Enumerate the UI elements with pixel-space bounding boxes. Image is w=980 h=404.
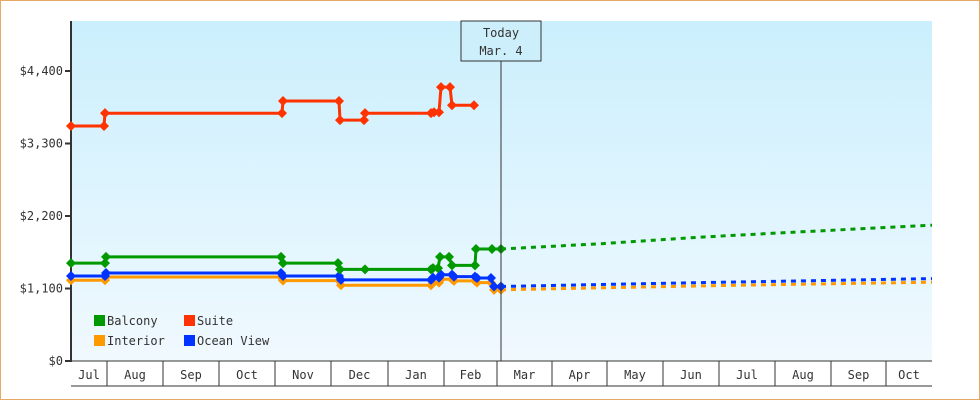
data-point-marker <box>487 243 497 254</box>
data-point-marker <box>66 258 76 269</box>
forecast-line <box>500 277 933 288</box>
month-label: Jul <box>78 368 100 382</box>
data-point-marker <box>278 270 288 281</box>
data-point-marker <box>100 108 110 119</box>
legend-swatch-balcony <box>94 315 105 326</box>
series-balcony <box>66 223 933 275</box>
data-point-marker <box>436 82 446 93</box>
month-label: Nov <box>292 368 314 382</box>
data-point-marker <box>434 107 444 118</box>
data-point-marker <box>360 108 370 119</box>
data-point-marker <box>447 100 457 111</box>
month-label: Apr <box>569 368 591 382</box>
series-suite <box>66 82 479 132</box>
y-tick-label: $0 <box>49 354 63 368</box>
legend-swatch-interior <box>94 335 105 346</box>
month-label: Feb <box>460 368 482 382</box>
legend: Balcony Suite Interior Ocean View <box>94 314 270 348</box>
data-point-marker <box>359 115 369 126</box>
data-point-marker <box>435 251 445 262</box>
data-point-marker <box>444 251 454 262</box>
data-point-marker <box>101 251 111 262</box>
legend-label: Interior <box>107 334 165 348</box>
data-point-marker <box>335 264 345 275</box>
data-point-marker <box>469 100 479 111</box>
y-tick-label: $2,200 <box>20 209 63 223</box>
data-point-marker <box>472 272 482 283</box>
y-tick-label: $4,400 <box>20 64 63 78</box>
x-axis: Jul Aug Sep Oct Nov Dec Jan Feb Mar Apr May Jun Jul A… <box>71 360 932 387</box>
y-axis: $0 $1,100 $2,200 $3,300 $4,400 <box>20 21 72 368</box>
legend-label: Ocean View <box>197 334 270 348</box>
data-point-marker <box>489 281 499 292</box>
data-point-marker <box>336 280 346 291</box>
month-label: Dec <box>349 368 371 382</box>
data-point-marker <box>334 95 344 106</box>
data-point-marker <box>277 108 287 119</box>
month-label: Sep <box>180 368 202 382</box>
y-tick-label: $1,100 <box>20 282 63 296</box>
data-point-marker <box>100 258 110 269</box>
legend-swatch-ocean-view <box>184 335 195 346</box>
data-point-marker <box>276 251 286 262</box>
month-label: Oct <box>898 368 920 382</box>
today-label-box <box>460 20 542 62</box>
data-point-marker <box>66 270 76 281</box>
series-ocean-view <box>66 268 933 292</box>
legend-label: Balcony <box>107 314 158 328</box>
data-point-marker <box>336 274 346 285</box>
data-point-marker <box>445 82 455 93</box>
legend-swatch-suite <box>184 315 195 326</box>
legend-label: Suite <box>197 314 233 328</box>
data-point-marker <box>447 260 457 271</box>
forecast-line <box>500 280 933 292</box>
month-label: Aug <box>792 368 814 382</box>
data-point-marker <box>66 121 76 132</box>
today-date: Mar. 4 <box>479 44 522 58</box>
month-label: Sep <box>848 368 870 382</box>
data-point-marker <box>278 95 288 106</box>
data-point-marker <box>278 258 288 269</box>
month-label: Mar <box>514 368 536 382</box>
y-tick-label: $3,300 <box>20 137 63 151</box>
data-point-marker <box>449 271 459 282</box>
series-layer <box>66 82 933 295</box>
month-label: Oct <box>236 368 258 382</box>
forecast-line <box>500 223 933 251</box>
data-point-marker <box>470 260 480 271</box>
today-marker: Today Mar. 4 <box>460 20 542 361</box>
data-point-marker <box>486 272 496 283</box>
data-point-marker <box>471 243 481 254</box>
data-point-marker <box>433 263 443 274</box>
data-point-marker <box>335 115 345 126</box>
month-label: Aug <box>124 368 146 382</box>
month-label: May <box>624 368 646 382</box>
data-point-marker <box>360 264 370 275</box>
month-label: Jun <box>680 368 702 382</box>
month-label: Jan <box>405 368 427 382</box>
data-point-marker <box>101 268 111 279</box>
month-label: Jul <box>736 368 758 382</box>
data-point-marker <box>99 121 109 132</box>
data-point-marker <box>428 272 438 283</box>
today-label: Today <box>483 26 519 40</box>
